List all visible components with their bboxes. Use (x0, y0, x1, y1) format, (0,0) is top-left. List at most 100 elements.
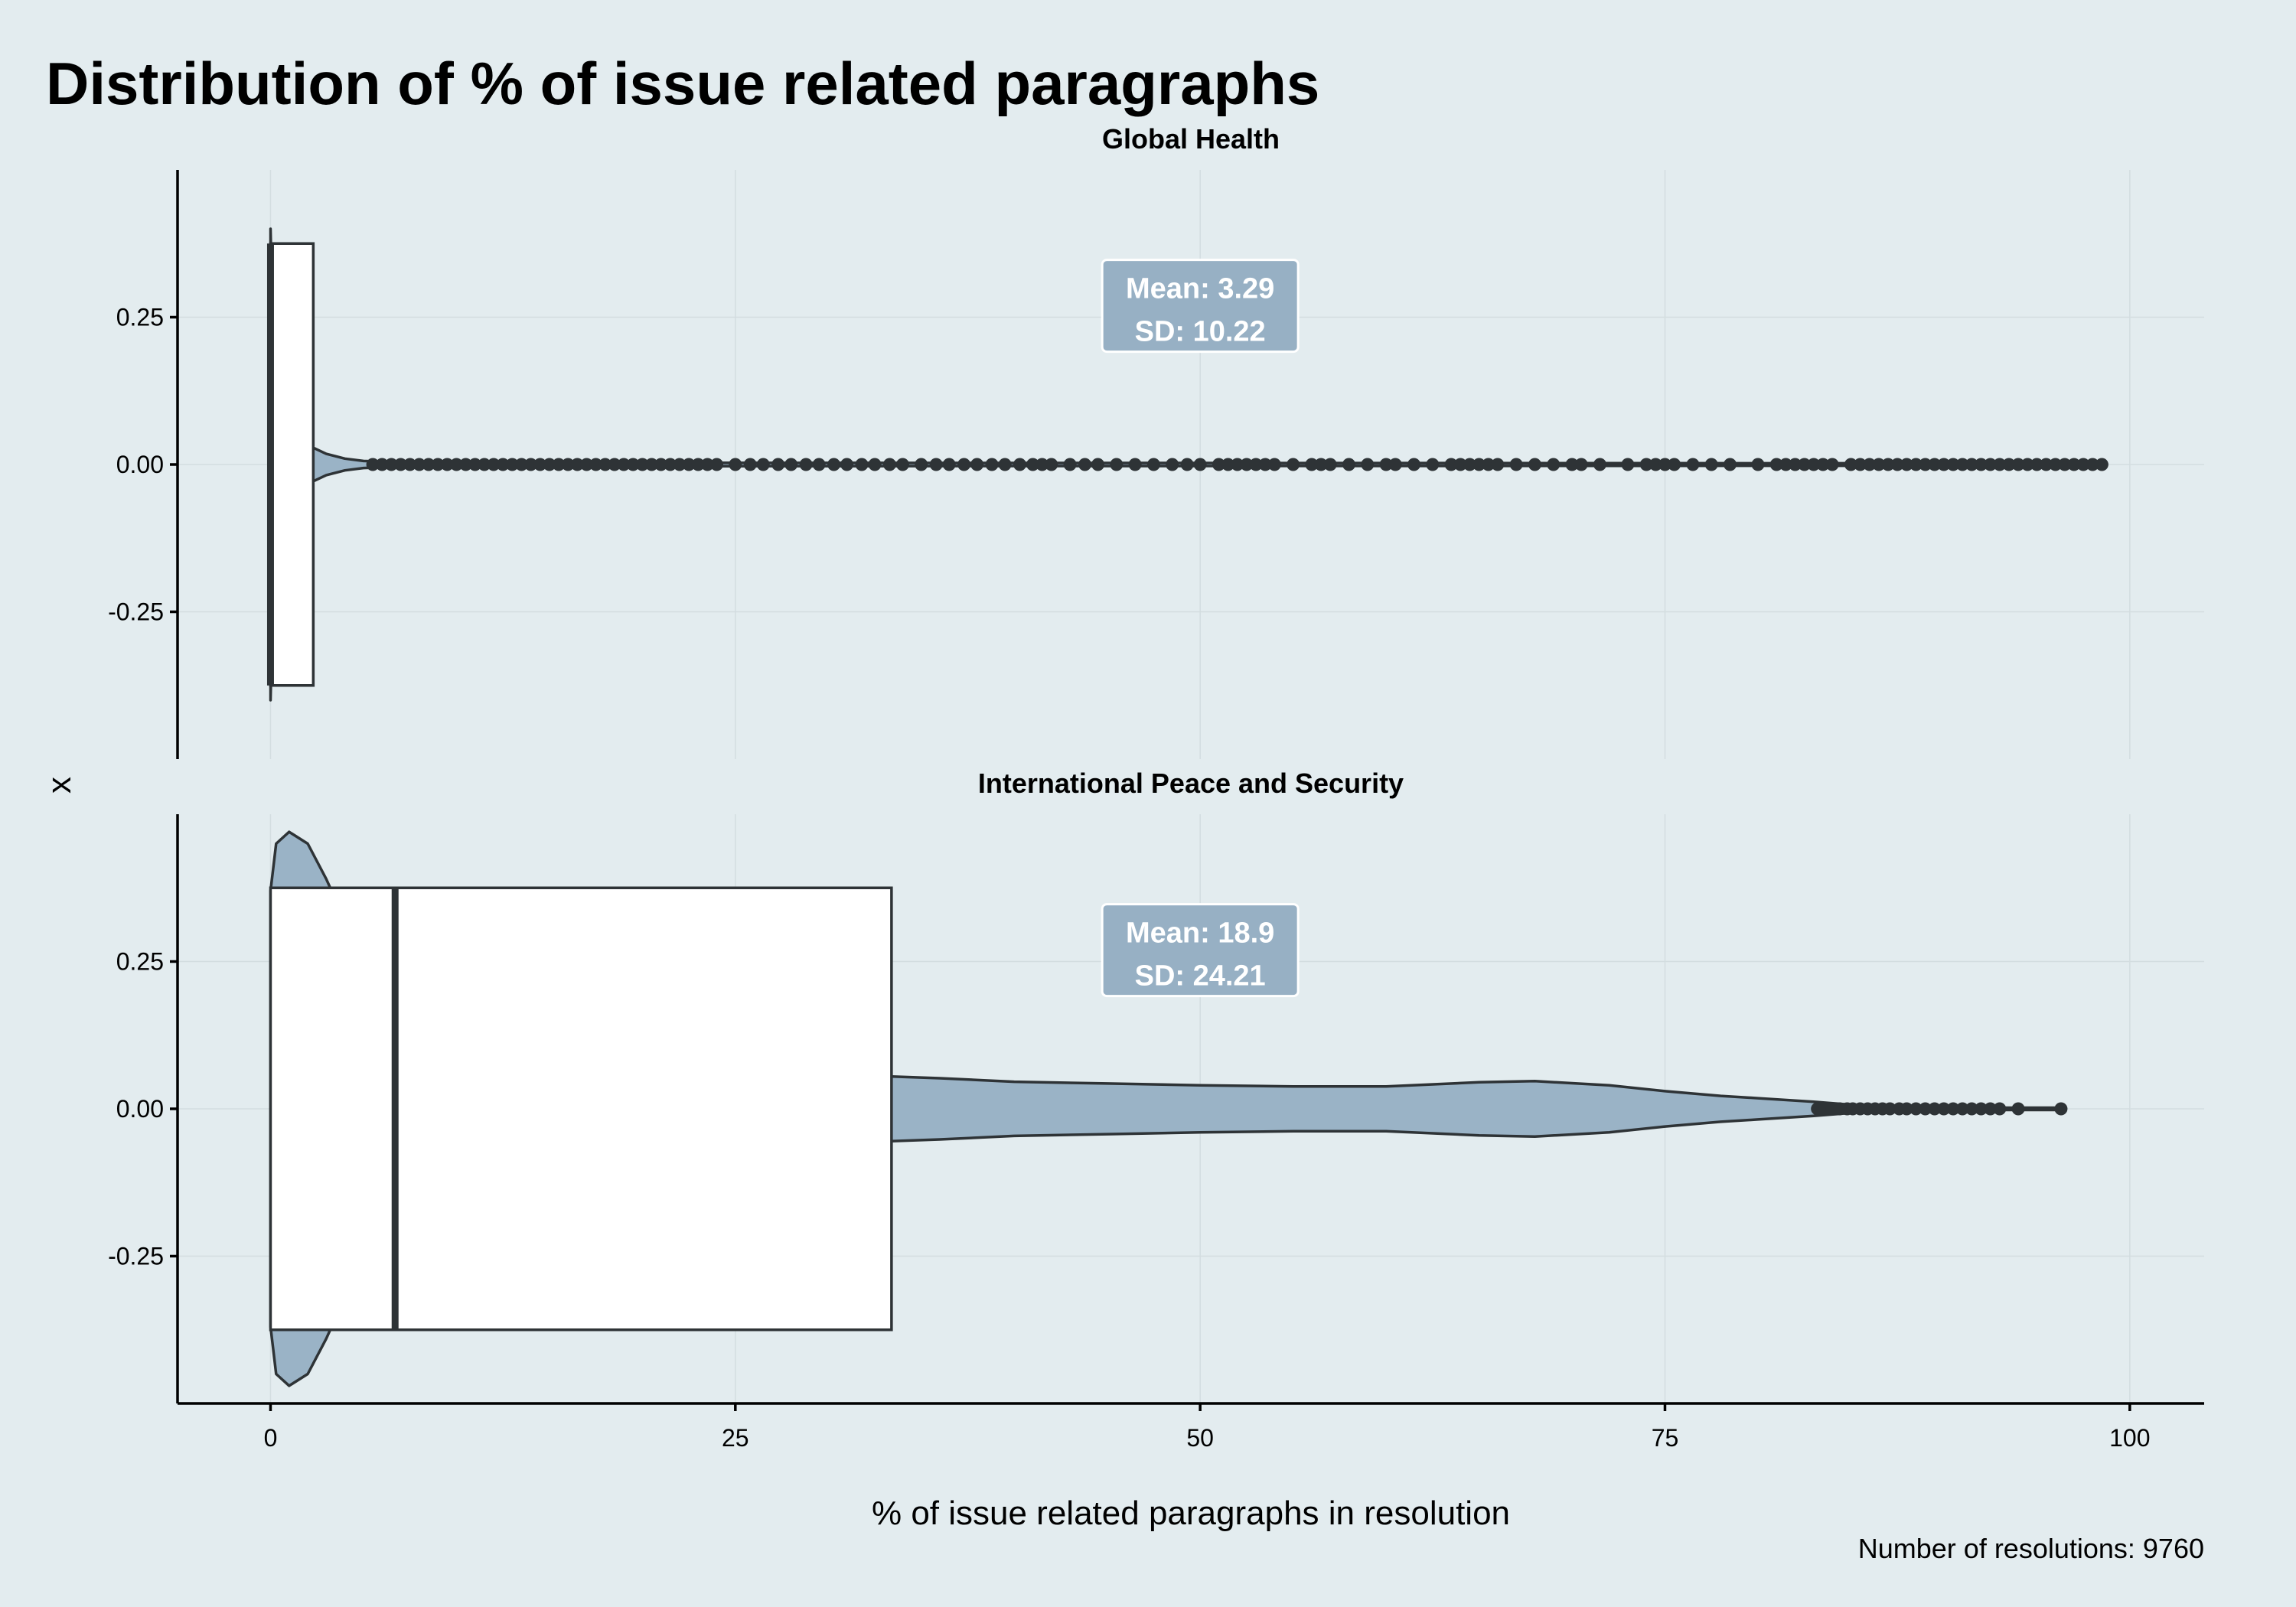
outlier-point (654, 458, 668, 471)
outlier-point (1063, 458, 1077, 471)
outlier-point (533, 458, 547, 471)
outlier-point (1078, 458, 1092, 471)
outlier-point (895, 458, 909, 471)
outlier-point (1593, 458, 1606, 471)
outlier-point (2049, 458, 2063, 471)
outlier-point (1937, 458, 1951, 471)
outlier-point (1240, 458, 1254, 471)
outlier-point (514, 458, 528, 471)
outlier-point (505, 458, 519, 471)
outlier-point (784, 458, 798, 471)
outlier-point (957, 458, 971, 471)
outlier-point (422, 458, 435, 471)
y-tick-label: 0.00 (116, 451, 164, 478)
outlier-point (440, 458, 454, 471)
outlier-point (1212, 458, 1225, 471)
facet-strip-label: Global Health (1102, 123, 1280, 155)
outlier-point (915, 458, 928, 471)
outlier-point (1993, 1102, 2007, 1116)
outlier-point (449, 458, 463, 471)
outlier-point (1574, 458, 1588, 471)
outlier-point (1946, 1102, 1960, 1116)
facet-panel: Global Health Mean: 3.29 SD: 10.22 0.25 0.00… (108, 123, 2204, 759)
y-tick-label: 0.00 (116, 1095, 164, 1123)
facet-strip-label: International Peace and Security (978, 768, 1404, 799)
outlier-point (579, 458, 593, 471)
x-axis-title: % of issue related paragraphs in resolut… (872, 1495, 1510, 1532)
outlier-point (1342, 458, 1355, 471)
outlier-point (1779, 458, 1792, 471)
outlier-point (682, 458, 696, 471)
y-axis-title: x (41, 777, 78, 794)
outlier-point (1146, 458, 1160, 471)
outlier-point (1872, 458, 1886, 471)
x-tick-label: 50 (1186, 1424, 1214, 1452)
outlier-point (487, 458, 501, 471)
outlier-point (384, 458, 398, 471)
outlier-point (729, 458, 742, 471)
stats-label-box (1101, 903, 1300, 998)
outlier-point (1928, 458, 1942, 471)
y-tick-label: -0.25 (108, 1243, 164, 1270)
outlier-point (1045, 458, 1058, 471)
outlier-point (840, 458, 854, 471)
outlier-point (664, 458, 677, 471)
outlier-point (1565, 458, 1579, 471)
outlier-point (1946, 458, 1960, 471)
outlier-point (1974, 458, 1988, 471)
outlier-point (2058, 458, 2072, 471)
outlier-point (1180, 458, 1194, 471)
outlier-point (561, 458, 575, 471)
facet-panels: Global Health Mean: 3.29 SD: 10.22 0.25 0.00… (108, 123, 2204, 1452)
outlier-point (929, 458, 943, 471)
outlier-point (1231, 458, 1244, 471)
facet-panel: International Peace and Security Mean: 18… (108, 768, 2204, 1452)
outlier-point (1789, 458, 1802, 471)
outlier-point (1919, 1102, 1932, 1116)
outlier-point (1816, 458, 1830, 471)
outlier-point (1883, 1102, 1896, 1116)
outlier-point (1974, 1102, 1988, 1116)
x-tick-label: 0 (264, 1424, 278, 1452)
outlier-point (673, 458, 687, 471)
outlier-point (2067, 458, 2081, 471)
outlier-point (1287, 458, 1300, 471)
outlier-point (700, 458, 714, 471)
stats-label-box (1101, 259, 1300, 354)
outlier-point (1258, 458, 1272, 471)
outlier-point (1249, 458, 1263, 471)
outlier-point (1769, 458, 1783, 471)
outlier-point (1528, 458, 1541, 471)
outlier-point (855, 458, 869, 471)
outlier-point (1473, 458, 1486, 471)
outlier-point (1026, 458, 1040, 471)
chart-title: Distribution of % of issue related parag… (46, 50, 1319, 117)
outlier-point (1798, 458, 1812, 471)
outlier-point (1724, 458, 1737, 471)
outlier-point (1993, 458, 2007, 471)
outlier-point (1035, 458, 1049, 471)
outlier-point (771, 458, 785, 471)
outlier-point (1305, 458, 1319, 471)
outlier-point (1881, 458, 1895, 471)
outlier-point (1854, 458, 1867, 471)
outlier-point (552, 458, 566, 471)
outlier-point (431, 458, 445, 471)
outlier-point (1388, 458, 1402, 471)
outlier-point (1909, 1102, 1923, 1116)
stats-label: Mean: 3.29 SD: 10.22 (1101, 259, 1300, 354)
outlier-point (1463, 458, 1476, 471)
outlier-point (1965, 458, 1978, 471)
outlier-point (1863, 458, 1877, 471)
outlier-point (570, 458, 584, 471)
outlier-point (1649, 458, 1662, 471)
outlier-point (1267, 458, 1281, 471)
outlier-point (1658, 458, 1671, 471)
outlier-point (1426, 458, 1440, 471)
outlier-point (1890, 458, 1904, 471)
outlier-point (1668, 458, 1681, 471)
outlier-point (812, 458, 826, 471)
outlier-point (2030, 458, 2043, 471)
box-iqr (269, 886, 893, 1332)
